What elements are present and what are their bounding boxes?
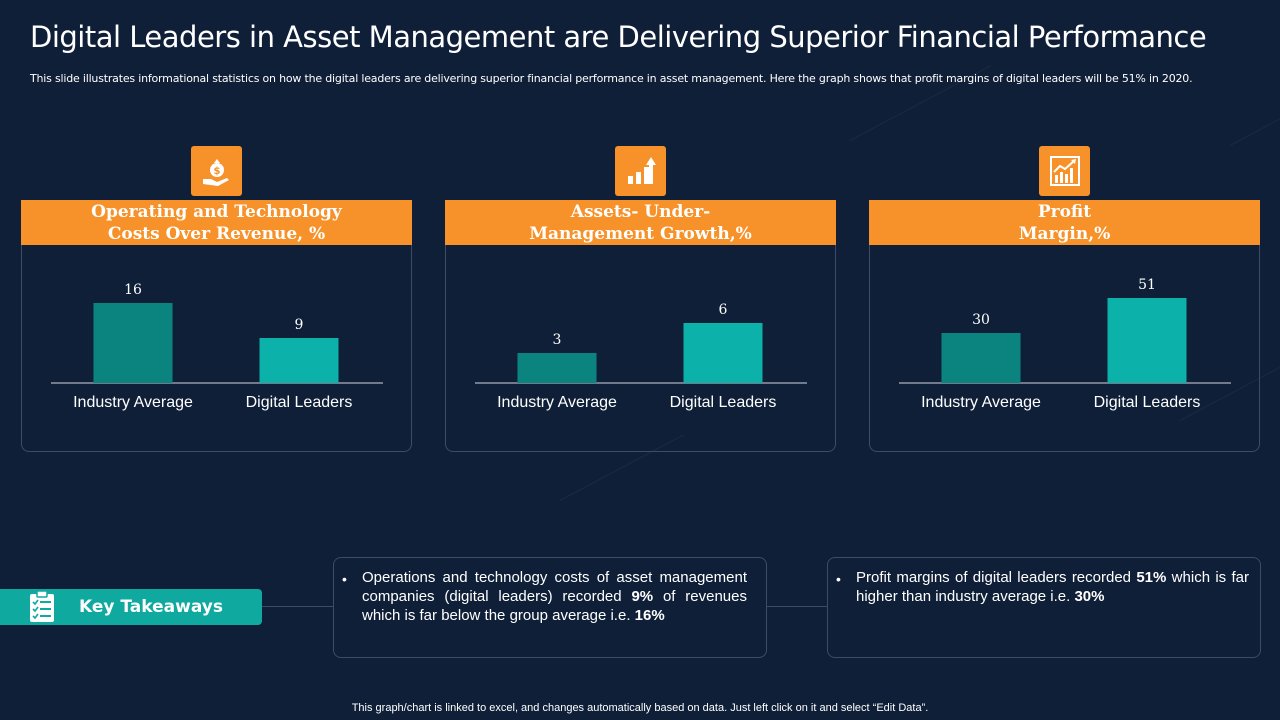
takeaway-text-part: of revenues which is far below the group…: [362, 588, 747, 624]
bar: [683, 323, 763, 383]
panel-header-line: Management Growth,%: [529, 223, 752, 244]
panel-header: Operating and Technology Costs Over Reve…: [21, 200, 412, 245]
connector-line: [766, 606, 828, 607]
money-bag-hand-icon: $: [191, 146, 242, 196]
takeaway-text: Profit margins of digital leaders record…: [856, 568, 1249, 606]
bar: [517, 353, 597, 383]
bar-chart: 30 Industry Average 51 Digital Leaders: [899, 277, 1231, 411]
takeaway-highlight: 30%: [1074, 588, 1105, 605]
connector-line: [262, 606, 334, 607]
page-title: Digital Leaders in Asset Management are …: [30, 20, 1207, 54]
takeaway-box: • Profit margins of digital leaders reco…: [827, 557, 1261, 658]
bar-value-label: 9: [295, 317, 304, 333]
bar-chart: 16 Industry Average 9 Digital Leaders: [51, 282, 383, 411]
bullet-icon: •: [836, 571, 841, 587]
chart-panel-profit-margin: Profit Margin,% 30 Industry Average 51 Digi…: [869, 146, 1260, 452]
takeaway-highlight: 9%: [631, 588, 654, 605]
takeaway-highlight: 16%: [634, 607, 665, 624]
bar-growth-arrow-icon: [615, 146, 666, 196]
bar: [941, 333, 1021, 383]
bar-chart: 3 Industry Average 6 Digital Leaders: [475, 302, 807, 411]
category-tick-label: Industry Average: [73, 394, 193, 411]
category-tick-label: Digital Leaders: [246, 394, 353, 411]
bar: [93, 303, 173, 383]
takeaway-text-part: which is far higher than industry averag…: [856, 569, 1249, 605]
checklist-icon: [30, 591, 54, 622]
bar-value-label: 16: [124, 282, 142, 298]
chart-area: 16 Industry Average 9 Digital Leaders: [21, 245, 412, 452]
bar-value-label: 3: [553, 332, 562, 348]
takeaway-box: • Operations and technology costs of ass…: [333, 557, 767, 658]
takeaway-text: Operations and technology costs of asset…: [362, 568, 747, 625]
page-subtitle: This slide illustrates informational sta…: [30, 72, 1193, 85]
key-takeaways-banner: Key Takeaways: [0, 589, 262, 625]
panel-header: Assets- Under- Management Growth,%: [445, 200, 836, 245]
bar-value-label: 30: [972, 312, 990, 328]
footer-note: This graph/chart is linked to excel, and…: [351, 702, 929, 714]
chart-area: 3 Industry Average 6 Digital Leaders: [445, 245, 836, 452]
panel-header-line: Operating and Technology: [91, 201, 342, 222]
line-chart-growth-icon: [1039, 146, 1090, 196]
category-tick-label: Industry Average: [921, 394, 1041, 411]
chart-area: 30 Industry Average 51 Digital Leaders: [869, 245, 1260, 452]
panel-header-line: Costs Over Revenue, %: [107, 223, 326, 244]
takeaway-highlight: 51%: [1136, 569, 1167, 586]
category-tick-label: Digital Leaders: [1094, 394, 1201, 411]
key-takeaways-title: Key Takeaways: [79, 597, 223, 617]
bar-value-label: 6: [719, 302, 728, 318]
background-streak: [1229, 102, 1280, 146]
panel-header-line: Margin,%: [1018, 223, 1111, 244]
category-tick-label: Industry Average: [497, 394, 617, 411]
bar: [259, 338, 339, 383]
bullet-icon: •: [342, 571, 347, 587]
panel-header: Profit Margin,%: [869, 200, 1260, 245]
chart-panel-operating-costs: $ Operating and Technology Costs Over Re…: [21, 146, 412, 452]
svg-text:$: $: [214, 166, 221, 177]
category-tick-label: Digital Leaders: [670, 394, 777, 411]
bar: [1107, 298, 1187, 383]
takeaway-text-part: Operations and technology costs of asset…: [362, 569, 747, 605]
panel-header-line: Profit: [1037, 201, 1092, 222]
panel-header-line: Assets- Under-: [570, 201, 711, 222]
chart-panel-aum-growth: Assets- Under- Management Growth,% 3 Indu…: [445, 146, 836, 452]
takeaway-text-part: Profit margins of digital leaders record…: [856, 569, 1137, 586]
bar-value-label: 51: [1138, 277, 1156, 293]
